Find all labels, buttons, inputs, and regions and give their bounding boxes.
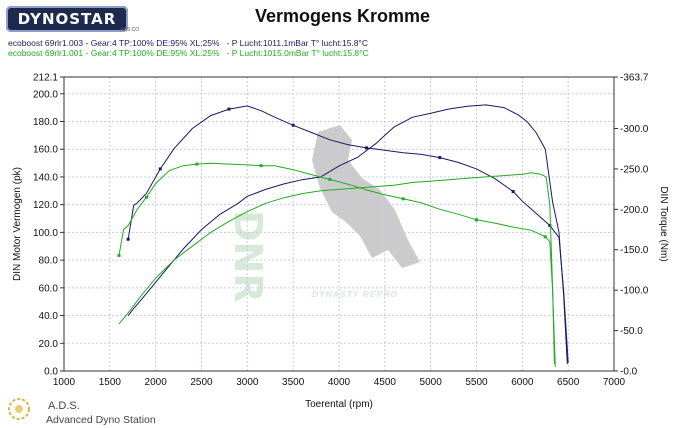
dynostar-logo: DYNOSTAR xyxy=(6,6,128,32)
run-legend-2: ecoboost 69rlr1.001 - Gear:4 TP:100% DE:… xyxy=(8,48,369,58)
watermark-text: DYNASTY REPRO xyxy=(312,289,398,299)
series-point xyxy=(117,253,121,257)
x-tick-label: 1500 xyxy=(99,377,122,388)
x-tick-label: 4500 xyxy=(374,377,397,388)
x-tick-label: 1000 xyxy=(53,377,76,388)
series-point xyxy=(548,223,552,227)
footer-name: Advanced Dyno Station xyxy=(46,414,156,426)
series-point xyxy=(365,146,368,150)
y-axis-label: DIN Motor Vermogen (pk) xyxy=(12,167,23,281)
y-tick-label: 212.1 xyxy=(33,73,58,84)
x-tick-label: 3500 xyxy=(282,377,305,388)
x-tick-label: 6500 xyxy=(557,377,580,388)
y2-axis-label: DIN Torque (Nm) xyxy=(658,186,669,261)
series-point xyxy=(511,190,515,194)
x-axis-label: Toerental (rpm) xyxy=(305,399,373,410)
y2-tick-label: -0.0 xyxy=(620,367,638,378)
run-legend-1: ecoboost 69rlr1.003 - Gear:4 TP:100% DE:… xyxy=(8,38,369,48)
logo-subtext: ADS.CO xyxy=(120,27,140,33)
y2-tick-label: -250.0 xyxy=(620,164,649,175)
y-tick-label: 160.0 xyxy=(33,145,58,156)
chart-grid xyxy=(64,77,614,371)
x-tick-label: 2000 xyxy=(145,377,168,388)
series-point xyxy=(401,197,405,201)
watermark-dna-icon: DNR xyxy=(226,210,270,303)
y-tick-label: 20.0 xyxy=(39,339,59,350)
y-tick-label: 120.0 xyxy=(33,200,58,211)
y-tick-label: 80.0 xyxy=(39,256,59,267)
chart-title: Vermogens Kromme xyxy=(254,6,431,26)
series-point xyxy=(259,164,263,168)
x-tick-label: 5500 xyxy=(465,377,488,388)
series-point xyxy=(195,162,199,166)
series-point xyxy=(126,237,130,241)
y2-tick-label: -363.7 xyxy=(620,73,649,84)
plot-frame xyxy=(63,76,615,372)
y2-tick-label: -150.0 xyxy=(620,245,649,256)
series-line-4 xyxy=(118,162,556,368)
x-tick-label: 3000 xyxy=(236,377,259,388)
x-tick-label: 2500 xyxy=(190,377,213,388)
series-line-2 xyxy=(127,105,569,363)
y-tick-label: 140.0 xyxy=(33,172,58,183)
y2-tick-label: -100.0 xyxy=(620,286,649,297)
y-tick-label: 180.0 xyxy=(33,117,58,128)
x-tick-label: 7000 xyxy=(603,377,626,388)
y-tick-label: 0.0 xyxy=(44,367,58,378)
y2-tick-label: -50.0 xyxy=(620,326,643,337)
series-point xyxy=(227,107,231,111)
y2-tick-label: -200.0 xyxy=(620,205,649,216)
x-tick-label: 4000 xyxy=(328,377,351,388)
ads-logo-icon xyxy=(6,396,32,422)
x-tick-label: 6000 xyxy=(511,377,534,388)
y-tick-label: 100.0 xyxy=(33,228,58,239)
series-line-3 xyxy=(118,172,555,365)
series-point xyxy=(158,167,162,171)
logo-text: DYNOSTAR xyxy=(17,10,117,28)
y2-tick-label: -300.0 xyxy=(620,124,649,135)
chart-series xyxy=(117,104,569,368)
chart-axes: 1000 1500 2000 2500 3000 3500 4000 4500 5000 5500… xyxy=(33,73,649,389)
series-point xyxy=(438,156,442,160)
series-point xyxy=(475,218,478,222)
series-point xyxy=(328,177,332,181)
y-tick-label: 200.0 xyxy=(33,89,58,100)
footer-abbreviation: A.D.S. xyxy=(48,400,80,412)
series-point xyxy=(145,195,148,199)
series-point xyxy=(291,123,295,127)
y-tick-label: 40.0 xyxy=(39,311,59,322)
series-line-1 xyxy=(127,104,568,365)
series-point xyxy=(543,235,547,239)
dynasty-repro-watermark: DNR DYNASTY REPRO xyxy=(226,125,420,303)
y-tick-label: 60.0 xyxy=(39,283,59,294)
x-tick-label: 5000 xyxy=(420,377,443,388)
